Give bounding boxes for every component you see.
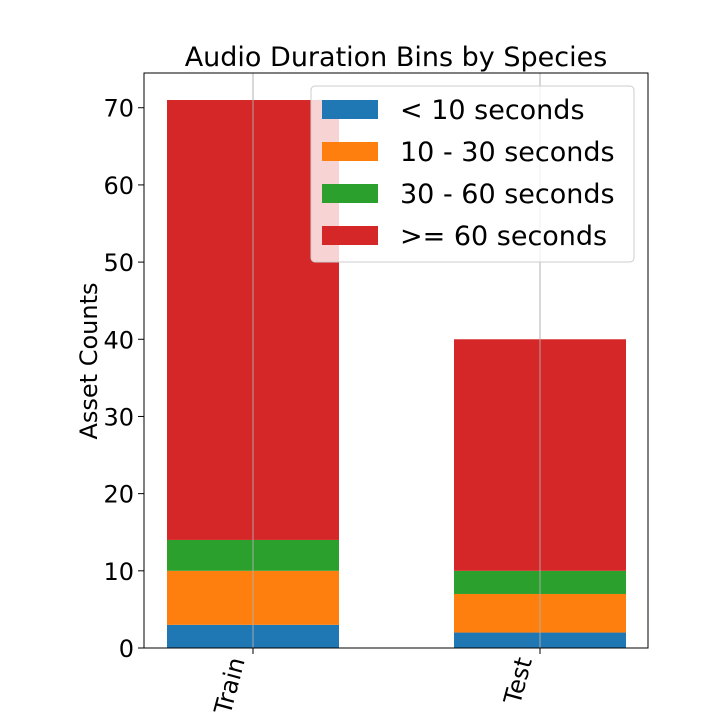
y-tick-label: 20 <box>103 481 134 509</box>
legend-swatch <box>322 142 378 161</box>
legend-label: >= 60 seconds <box>400 221 607 252</box>
y-tick-label: 30 <box>103 403 134 431</box>
y-tick-label: 60 <box>103 172 134 200</box>
legend-label: < 10 seconds <box>400 95 585 126</box>
bars <box>167 73 626 648</box>
legend-label: 10 - 30 seconds <box>400 137 615 168</box>
plot-frame <box>143 72 649 649</box>
legend-box <box>310 85 635 263</box>
y-tick-label: 10 <box>103 558 134 586</box>
y-tick-label: 0 <box>119 635 134 663</box>
y-axis-label: Asset Counts <box>75 282 103 439</box>
legend-label: 30 - 60 seconds <box>400 179 615 210</box>
legend-swatch <box>322 226 378 245</box>
chart-title: Audio Duration Bins by Species <box>185 42 608 73</box>
legend-swatch <box>322 100 378 119</box>
y-tick-label: 70 <box>103 95 134 123</box>
y-tick-label: 50 <box>103 249 134 277</box>
legend-swatch <box>322 184 378 203</box>
y-tick-label: 40 <box>103 326 134 354</box>
legend: < 10 seconds 10 - 30 seconds 30 - 60 secon… <box>310 85 635 263</box>
y-axis: 0 10 20 30 40 50 60 70 <box>103 95 144 663</box>
